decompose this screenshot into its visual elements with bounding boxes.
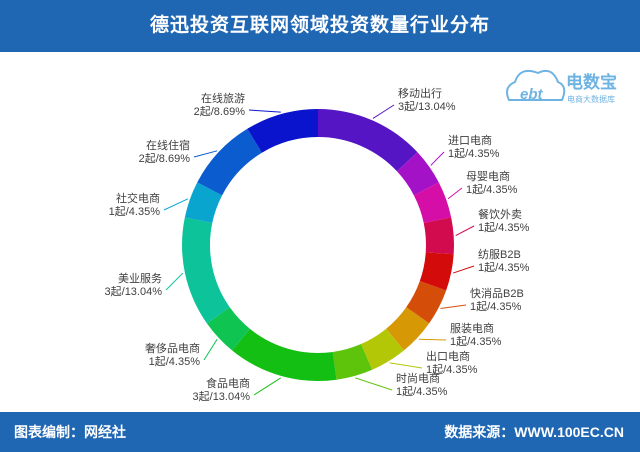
logo-tagline: 电商大数据库 — [567, 94, 615, 104]
slice-label-name: 食品电商 — [206, 376, 250, 390]
slice-服装电商 — [386, 307, 430, 351]
slice-label-name: 餐饮外卖 — [478, 207, 522, 221]
slice-出口电商 — [361, 328, 404, 370]
slice-label-value: 1起/4.35% — [466, 183, 518, 196]
leader-line-快消品B2B — [440, 304, 467, 309]
slices — [181, 109, 454, 381]
slice-label-value: 1起/4.35% — [478, 221, 530, 234]
slice-label-name: 时尚电商 — [396, 371, 440, 385]
slice-进口电商 — [396, 152, 439, 196]
slice-母婴电商 — [413, 182, 452, 224]
slice-时尚电商 — [332, 344, 373, 380]
chart-title-banner: 德迅投资互联网领域投资数量行业分布 — [0, 0, 640, 52]
leader-line-食品电商 — [253, 377, 282, 396]
slice-在线住宿 — [197, 128, 262, 196]
footer-source: 数据来源：WWW.100EC.CN — [444, 424, 624, 440]
slice-快消品B2B — [406, 281, 447, 324]
slice-label-value: 2起/8.69% — [139, 152, 191, 165]
slice-label-name: 纺服B2B — [478, 247, 521, 261]
slice-纺服B2B — [419, 252, 454, 291]
leader-line-社交电商 — [163, 198, 189, 211]
slice-label-name: 出口电商 — [426, 349, 470, 363]
chart-area: ebt 电数宝 电商大数据库 移动出行 3起/13.04% 进口电商 1起/4.35%… — [0, 52, 640, 412]
leader-line-移动出行 — [372, 104, 395, 119]
slice-label-name: 在线住宿 — [146, 138, 190, 152]
leader-line-时尚电商 — [355, 377, 393, 391]
leader-line-服装电商 — [418, 338, 447, 341]
slice-移动出行 — [318, 109, 418, 172]
leader-line-美业服务 — [165, 272, 184, 291]
footer-credit: 图表编制：网经社 — [14, 424, 126, 440]
slice-labels: 移动出行3起/13.04%进口电商1起/4.35%母婴电商1起/4.35%餐饮外… — [105, 86, 530, 403]
leader-line-进口电商 — [430, 151, 445, 166]
slice-label-name: 奢侈品电商 — [145, 341, 200, 355]
slice-社交电商 — [184, 182, 223, 224]
logo: ebt 电数宝 电商大数据库 — [506, 69, 617, 104]
slice-美业服务 — [181, 217, 230, 324]
slice-label-value: 1起/4.35% — [426, 363, 478, 376]
leader-line-纺服B2B — [452, 265, 475, 274]
leader-line-出口电商 — [389, 362, 423, 369]
slice-餐饮外卖 — [423, 217, 454, 255]
slice-label-value: 1起/4.35% — [450, 335, 502, 348]
leader-line-在线旅游 — [248, 109, 281, 113]
slice-label-name: 移动出行 — [398, 86, 442, 100]
leader-line-餐饮外卖 — [455, 225, 475, 237]
logo-mark: ebt — [520, 86, 544, 103]
leader-line-在线住宿 — [193, 150, 218, 158]
leader-lines — [163, 104, 475, 396]
slice-label-name: 社交电商 — [116, 191, 160, 205]
slice-label-name: 美业服务 — [118, 272, 162, 285]
cloud-icon — [506, 69, 566, 101]
chart-title: 德迅投资互联网领域投资数量行业分布 — [149, 15, 490, 36]
slice-label-value: 1起/4.35% — [470, 300, 522, 313]
slice-label-value: 1起/4.35% — [396, 385, 448, 398]
slice-label-name: 在线旅游 — [201, 91, 245, 105]
slice-label-value: 1起/4.35% — [478, 261, 530, 274]
slice-label-name: 母婴电商 — [466, 169, 510, 183]
donut-chart: ebt 电数宝 电商大数据库 移动出行3起/13.04%进口电商1起/4.35%… — [105, 69, 617, 403]
slice-奢侈品电商 — [206, 307, 250, 351]
slice-label-value: 3起/13.04% — [193, 390, 251, 403]
leader-line-母婴电商 — [447, 187, 463, 200]
slice-label-value: 1起/4.35% — [149, 355, 201, 368]
leader-line-奢侈品电商 — [203, 338, 218, 361]
slice-label-name: 服装电商 — [450, 321, 494, 335]
slice-label-value: 1起/4.35% — [448, 147, 500, 160]
logo-name: 电数宝 — [566, 72, 617, 92]
slice-label-value: 3起/13.04% — [105, 285, 163, 298]
slice-label-value: 1起/4.35% — [109, 205, 161, 218]
footer-banner: 图表编制：网经社 数据来源：WWW.100EC.CN — [0, 412, 640, 452]
slice-食品电商 — [232, 328, 337, 381]
slice-label-name: 进口电商 — [448, 133, 492, 147]
slice-label-name: 快消品B2B — [470, 286, 524, 300]
slice-在线旅游 — [247, 109, 318, 153]
slice-label-value: 3起/13.04% — [398, 100, 456, 113]
slice-label-value: 2起/8.69% — [194, 105, 246, 118]
